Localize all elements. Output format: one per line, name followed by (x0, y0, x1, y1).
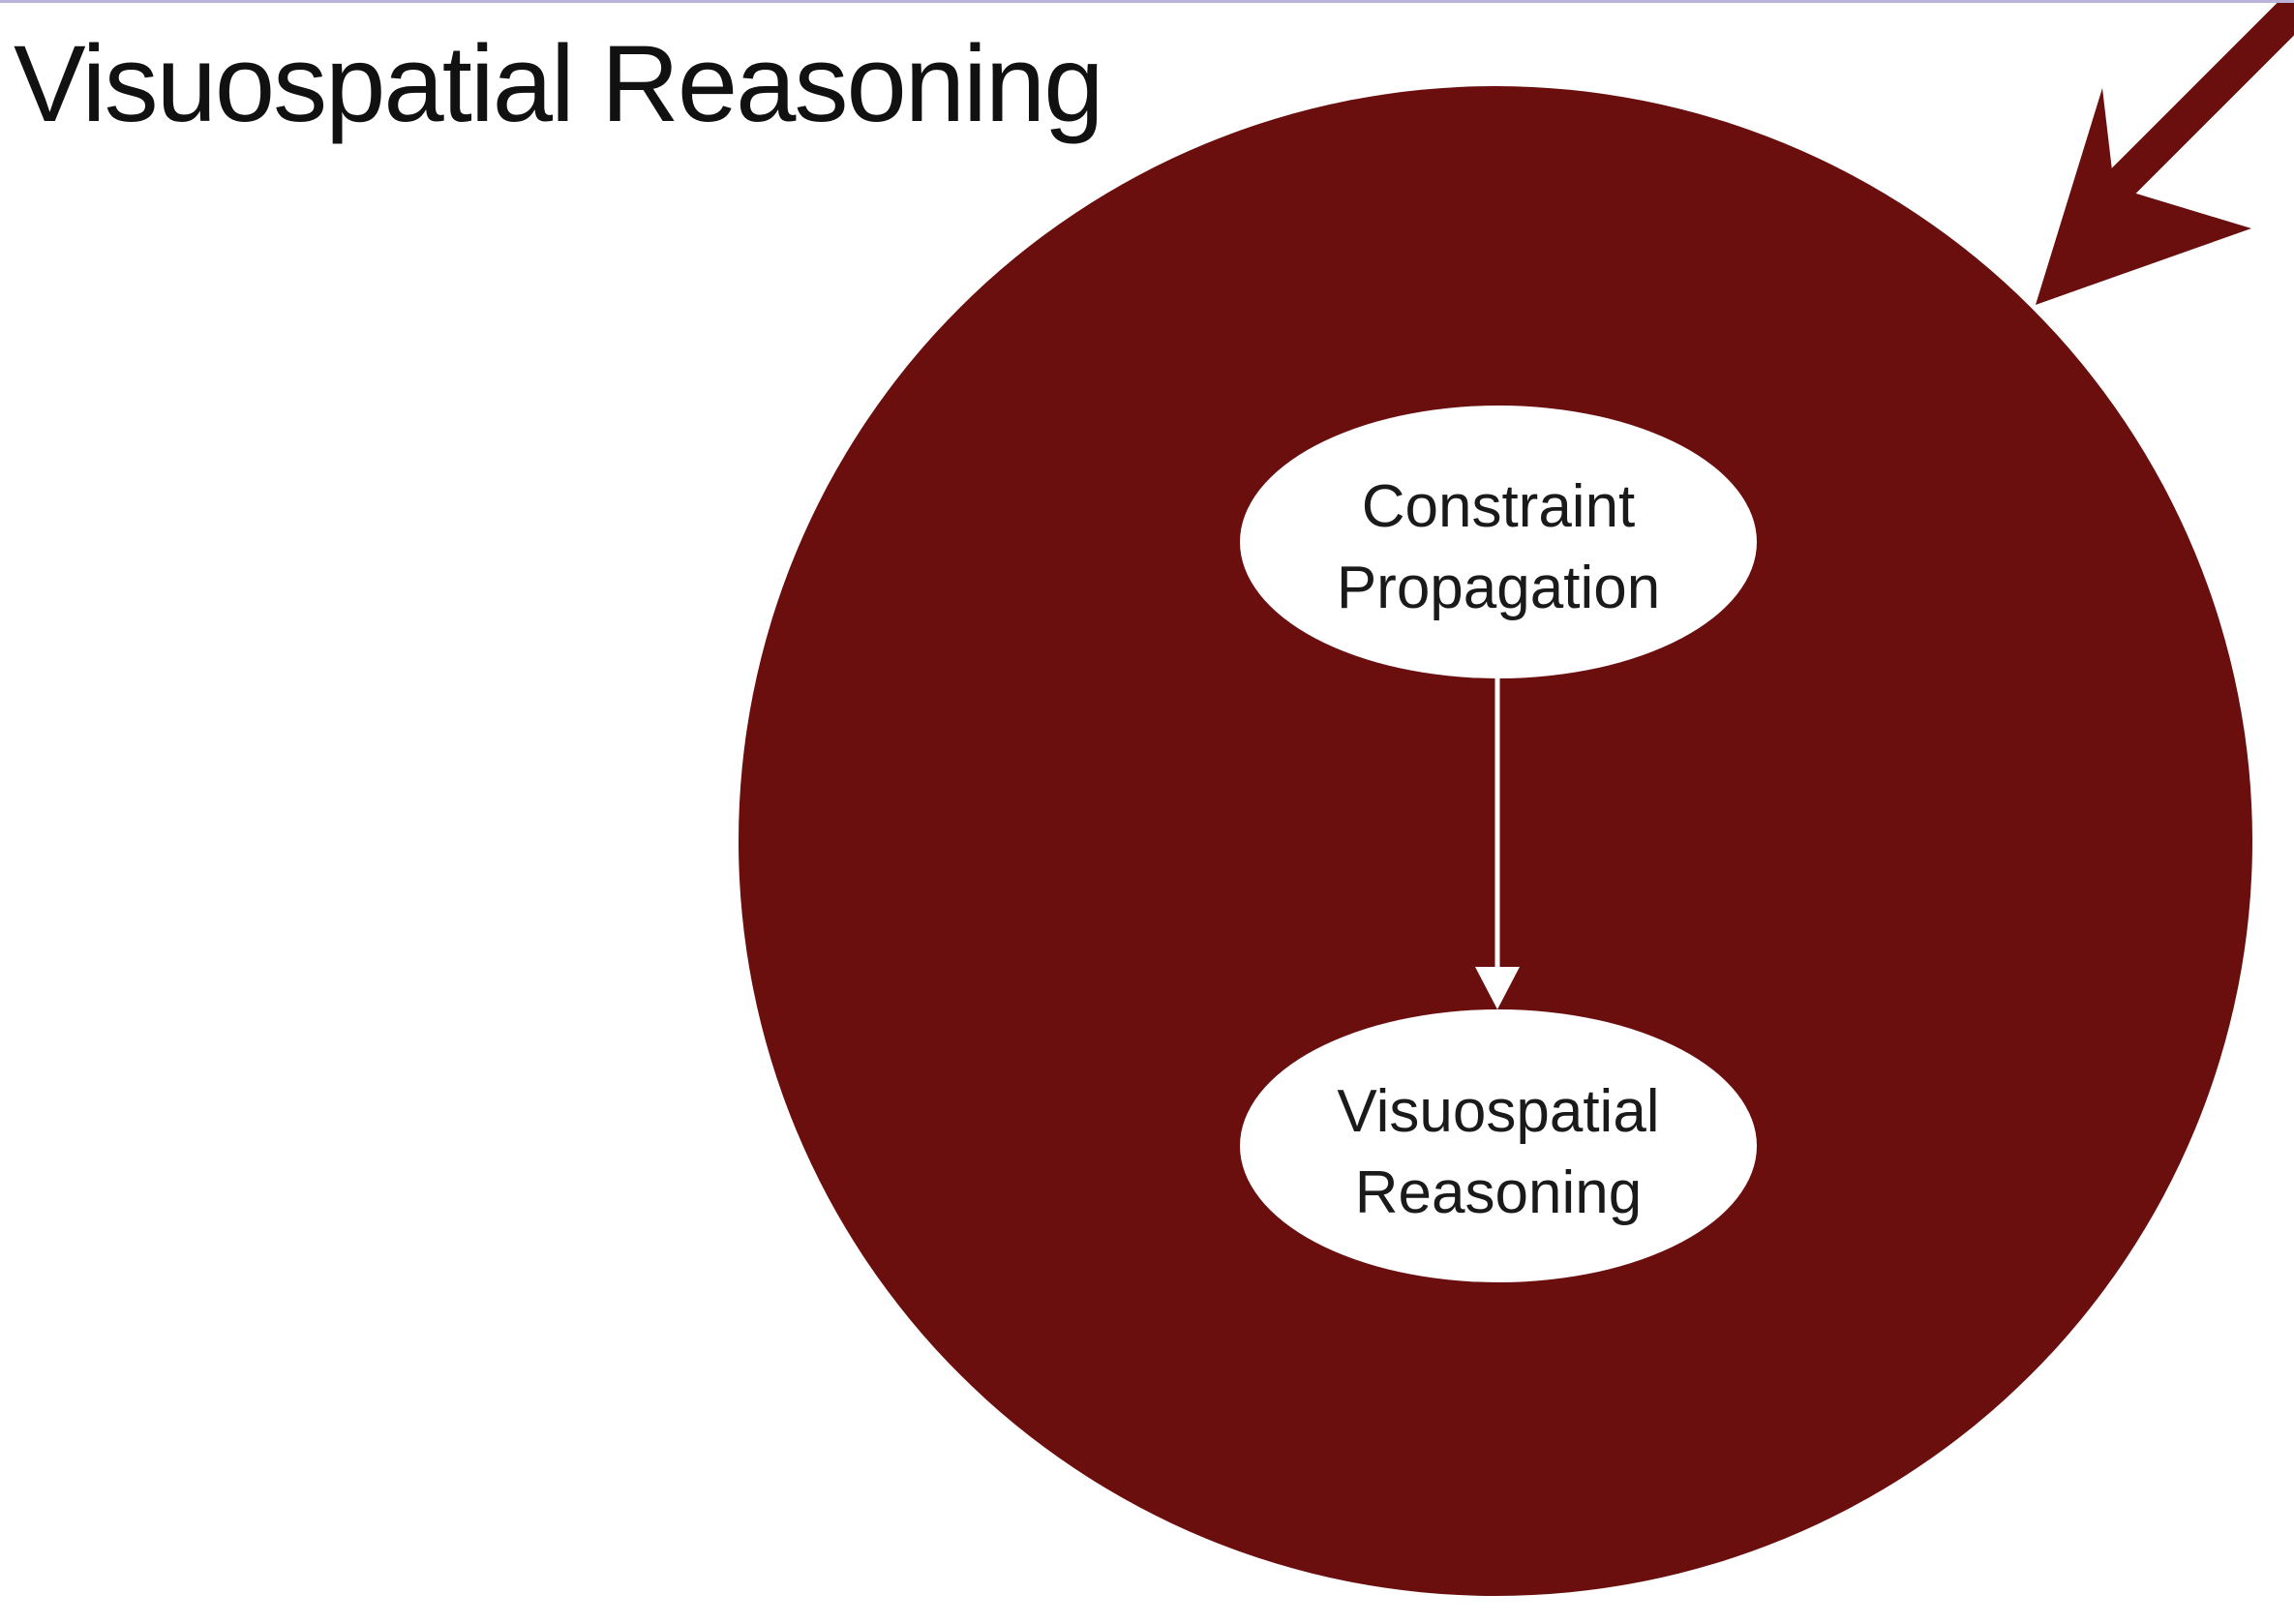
node-label-line: Constraint (1362, 473, 1636, 540)
node-visuospatial-reasoning: Visuospatial Reasoning (1240, 1009, 1757, 1282)
node-constraint-propagation: Constraint Propagation (1240, 406, 1757, 678)
svg-text:Visuospatial: Visuospatial (1337, 1078, 1659, 1145)
page-title: Visuospatial Reasoning (14, 23, 1104, 144)
pointer-arrow-head (2036, 88, 2251, 305)
node-label-line: Propagation (1337, 555, 1660, 621)
node-ellipse (1240, 406, 1757, 678)
svg-text:Reasoning: Reasoning (1355, 1159, 1642, 1226)
node-ellipse (1240, 1009, 1757, 1282)
svg-text:Constraint: Constraint (1362, 473, 1636, 540)
node-label-line: Reasoning (1355, 1159, 1642, 1226)
diagram-canvas: Constraint Propagation Visuospatial Reas… (739, 3, 2294, 1596)
pointer-arrow (2036, 3, 2294, 305)
svg-text:Propagation: Propagation (1337, 555, 1660, 621)
node-label-line: Visuospatial (1337, 1078, 1659, 1145)
pointer-arrow-shaft (2068, 3, 2294, 236)
edge-constraint-to-visuospatial (1475, 677, 1520, 1009)
